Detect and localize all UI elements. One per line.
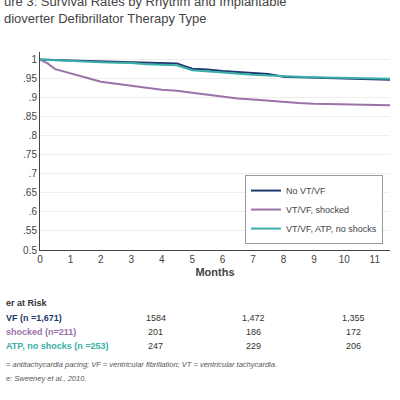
svg-text:2: 2 bbox=[98, 254, 104, 265]
svg-text:.65: .65 bbox=[23, 187, 37, 198]
svg-text:1584: 1584 bbox=[146, 313, 166, 323]
svg-text:247: 247 bbox=[148, 341, 163, 351]
svg-text:= antitachycardia pacing; VF =: = antitachycardia pacing; VF = ventricul… bbox=[6, 360, 277, 369]
svg-text:5: 5 bbox=[189, 254, 195, 265]
svg-text:6: 6 bbox=[220, 254, 226, 265]
svg-text:No VT/VF: No VT/VF bbox=[286, 186, 326, 196]
svg-text:206: 206 bbox=[346, 341, 361, 351]
svg-text:7: 7 bbox=[250, 254, 256, 265]
svg-text:.95: .95 bbox=[23, 73, 37, 84]
svg-text:ure 3: Survival Rates by Rhyth: ure 3: Survival Rates by Rhythm and Impl… bbox=[4, 0, 287, 26]
svg-text:172: 172 bbox=[346, 327, 361, 337]
svg-text:.55: .55 bbox=[23, 225, 37, 236]
svg-text:.6: .6 bbox=[29, 206, 38, 217]
svg-text:11: 11 bbox=[370, 254, 381, 265]
svg-text:ATP, no shocks (n =253): ATP, no shocks (n =253) bbox=[6, 341, 108, 351]
svg-text:0.5: 0.5 bbox=[23, 245, 37, 256]
svg-text:1: 1 bbox=[31, 54, 37, 65]
svg-text:.9: .9 bbox=[29, 92, 38, 103]
svg-text:201: 201 bbox=[148, 327, 163, 337]
svg-text:e: Sweeney et al., 2010.: e: Sweeney et al., 2010. bbox=[6, 374, 86, 383]
svg-text:1,355: 1,355 bbox=[342, 313, 365, 323]
svg-text:.8: .8 bbox=[29, 130, 38, 141]
svg-text:229: 229 bbox=[246, 341, 261, 351]
svg-text:3: 3 bbox=[129, 254, 135, 265]
svg-text:0: 0 bbox=[37, 254, 43, 265]
svg-text:186: 186 bbox=[246, 327, 261, 337]
svg-text:VF (n =1,671): VF (n =1,671) bbox=[6, 313, 62, 323]
svg-text:er at Risk: er at Risk bbox=[6, 298, 48, 308]
svg-text:.7: .7 bbox=[29, 168, 38, 179]
svg-text:1: 1 bbox=[68, 254, 74, 265]
svg-text:Months: Months bbox=[195, 266, 234, 278]
svg-text:VT/VF, shocked: VT/VF, shocked bbox=[286, 205, 349, 215]
svg-text:8: 8 bbox=[281, 254, 287, 265]
svg-text:4: 4 bbox=[159, 254, 165, 265]
svg-text:10: 10 bbox=[339, 254, 351, 265]
svg-text:1,472: 1,472 bbox=[242, 313, 265, 323]
svg-text:9: 9 bbox=[311, 254, 317, 265]
svg-text:.75: .75 bbox=[23, 149, 37, 160]
svg-text:shocked (n=211): shocked (n=211) bbox=[6, 327, 76, 337]
svg-text:.85: .85 bbox=[23, 111, 37, 122]
svg-text:VT/VF, ATP, no shocks: VT/VF, ATP, no shocks bbox=[286, 224, 377, 234]
